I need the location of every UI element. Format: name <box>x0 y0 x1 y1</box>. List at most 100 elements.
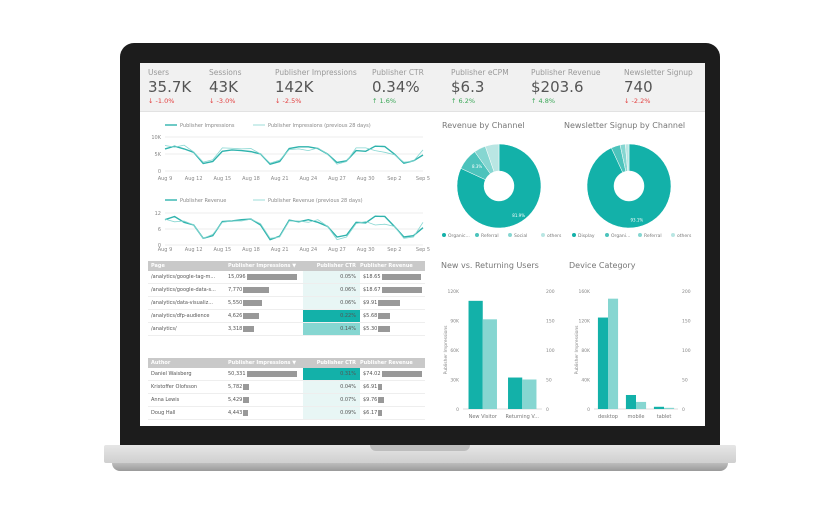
kpi-publisher-revenue[interactable]: Publisher Revenue $203.6 ↑ 4.8% <box>531 68 600 105</box>
column-header[interactable]: Publisher CTR <box>316 263 356 269</box>
kpi-value: 43K <box>209 78 238 96</box>
x-tick-label: Aug 12 <box>185 176 203 182</box>
column-header[interactable]: Publisher Revenue <box>360 360 413 366</box>
kpi-bar: Users 35.7K ↓ -1.0% Sessions 43K ↓ -3.0% Publi… <box>140 63 705 112</box>
y2-tick-label: 50 <box>546 378 552 384</box>
kpi-delta: ↑ 6.2% <box>451 97 509 105</box>
table-row[interactable]: Anna Lewis 5,429 0.07% $9.76 <box>148 394 425 407</box>
bar-primary[interactable] <box>468 300 483 409</box>
column-header[interactable]: Publisher CTR <box>316 360 356 366</box>
table-row[interactable]: /analytics/3,318 0.14% $5.30 <box>148 323 425 336</box>
kpi-delta-value: -2.2% <box>631 97 651 105</box>
x-tick-label: Sep 5 <box>416 176 430 182</box>
kpi-delta-value: 1.6% <box>379 97 397 105</box>
legend-label: Organi... <box>611 233 630 239</box>
impressions-value: 4,626 <box>228 313 243 319</box>
laptop-notch <box>370 445 470 451</box>
cell-name: Anna Lewis <box>151 397 180 403</box>
kpi-value: 142K <box>275 78 314 96</box>
kpi-publisher-ecpm[interactable]: Publisher eCPM $6.3 ↑ 6.2% <box>451 68 509 105</box>
y-tick-label: 12 <box>155 211 161 217</box>
legend-swatch <box>508 233 512 237</box>
x-tick-label: Aug 18 <box>242 247 260 253</box>
kpi-publisher-ctr[interactable]: Publisher CTR 0.34% ↑ 1.6% <box>372 68 424 105</box>
bar-secondary[interactable] <box>664 407 675 409</box>
kpi-delta: ↓ -2.2% <box>624 97 693 105</box>
kpi-delta: ↓ -1.0% <box>148 97 191 105</box>
impressions-value: 4,443 <box>228 410 243 416</box>
table-row[interactable]: /analytics/dfp-audience 4,626 0.22% $5.68 <box>148 310 425 323</box>
revenue-bar <box>378 396 384 403</box>
column-header[interactable]: Publisher Impressions ▼ <box>228 360 297 366</box>
series-line <box>164 218 424 241</box>
table-row[interactable]: Kristoffer Olofsson 5,782 0.04% $6.91 <box>148 381 425 394</box>
legend-swatch <box>541 233 545 237</box>
bar-secondary[interactable] <box>636 401 647 409</box>
legend-label: Display <box>578 233 595 239</box>
y2-tick-label: 0 <box>546 407 549 413</box>
kpi-delta: ↓ -2.5% <box>275 97 357 105</box>
x-tick-label: Aug 18 <box>242 176 260 182</box>
kpi-label: Publisher eCPM <box>451 68 509 77</box>
column-header[interactable]: Publisher Impressions ▼ <box>228 263 297 269</box>
y-tick-label: 120K <box>578 319 591 325</box>
donut-slice <box>625 143 630 172</box>
bar-secondary[interactable] <box>482 319 497 409</box>
arrow-up-icon: ↑ <box>451 97 459 105</box>
y-tick-label: 0 <box>158 243 161 249</box>
cell-ctr: 0.31% <box>303 368 360 380</box>
y2-tick-label: 0 <box>682 407 685 413</box>
revenue-bar <box>378 383 383 390</box>
legend-label: Organic... <box>448 233 470 239</box>
revenue-value: $9.91 <box>363 300 378 306</box>
kpi-newsletter-signup[interactable]: Newsletter Signup 740 ↓ -2.2% <box>624 68 693 105</box>
y-tick-label: 90K <box>450 319 460 325</box>
revenue-bar <box>378 299 400 306</box>
kpi-delta-value: -2.5% <box>282 97 302 105</box>
bar-primary[interactable] <box>625 394 636 409</box>
cell-name: /analytics/google-data-s... <box>151 287 216 293</box>
bar-secondary[interactable] <box>522 379 537 410</box>
kpi-delta-value: 6.2% <box>458 97 476 105</box>
table-row[interactable]: Daniel Waisberg 50,331 0.31% $74.02 <box>148 368 425 381</box>
bar-primary[interactable] <box>597 317 608 409</box>
column-header[interactable]: Page <box>151 263 165 269</box>
cell-revenue: $18.65 <box>363 271 425 283</box>
author-table: Author Publisher Impressions ▼ Publisher C… <box>148 358 425 420</box>
cell-impressions: 4,443 <box>228 407 303 419</box>
column-header[interactable]: Author <box>151 360 171 366</box>
bar-primary[interactable] <box>508 377 523 409</box>
chart-title: New vs. Returning Users <box>441 261 539 270</box>
impressions-bar <box>243 396 249 403</box>
kpi-label: Publisher Impressions <box>275 68 357 77</box>
arrow-down-icon: ↓ <box>275 97 283 105</box>
y-tick-label: 5K <box>155 152 162 158</box>
column-header[interactable]: Publisher Revenue <box>360 263 413 269</box>
kpi-delta-value: -3.0% <box>216 97 236 105</box>
revenue-value: $6.91 <box>363 384 378 390</box>
y2-tick-label: 150 <box>682 319 691 325</box>
table-row[interactable]: /analytics/google-data-s... 7,770 0.06% $18… <box>148 284 425 297</box>
y2-tick-label: 50 <box>682 378 688 384</box>
kpi-delta: ↑ 4.8% <box>531 97 600 105</box>
cell-revenue: $9.91 <box>363 297 425 309</box>
donut-slice <box>456 143 542 229</box>
table-row[interactable]: /analytics/google-tag-m... 15,096 0.05% $18… <box>148 271 425 284</box>
bar-secondary[interactable] <box>608 298 619 409</box>
kpi-users[interactable]: Users 35.7K ↓ -1.0% <box>148 68 191 105</box>
kpi-sessions[interactable]: Sessions 43K ↓ -3.0% <box>209 68 242 105</box>
table-row[interactable]: Doug Hall 4,443 0.09% $6.17 <box>148 407 425 420</box>
revenue-bar <box>378 325 390 332</box>
cell-revenue: $6.17 <box>363 407 425 419</box>
table-row[interactable]: /analytics/data-visualiz... 5,550 0.06% $9.… <box>148 297 425 310</box>
cell-impressions: 5,550 <box>228 297 303 309</box>
cell-name: Doug Hall <box>151 410 176 416</box>
kpi-publisher-impressions[interactable]: Publisher Impressions 142K ↓ -2.5% <box>275 68 357 105</box>
series-line <box>164 144 424 165</box>
bar-primary[interactable] <box>653 406 664 409</box>
y-tick-label: 160K <box>578 289 591 295</box>
arrow-up-icon: ↑ <box>372 97 380 105</box>
